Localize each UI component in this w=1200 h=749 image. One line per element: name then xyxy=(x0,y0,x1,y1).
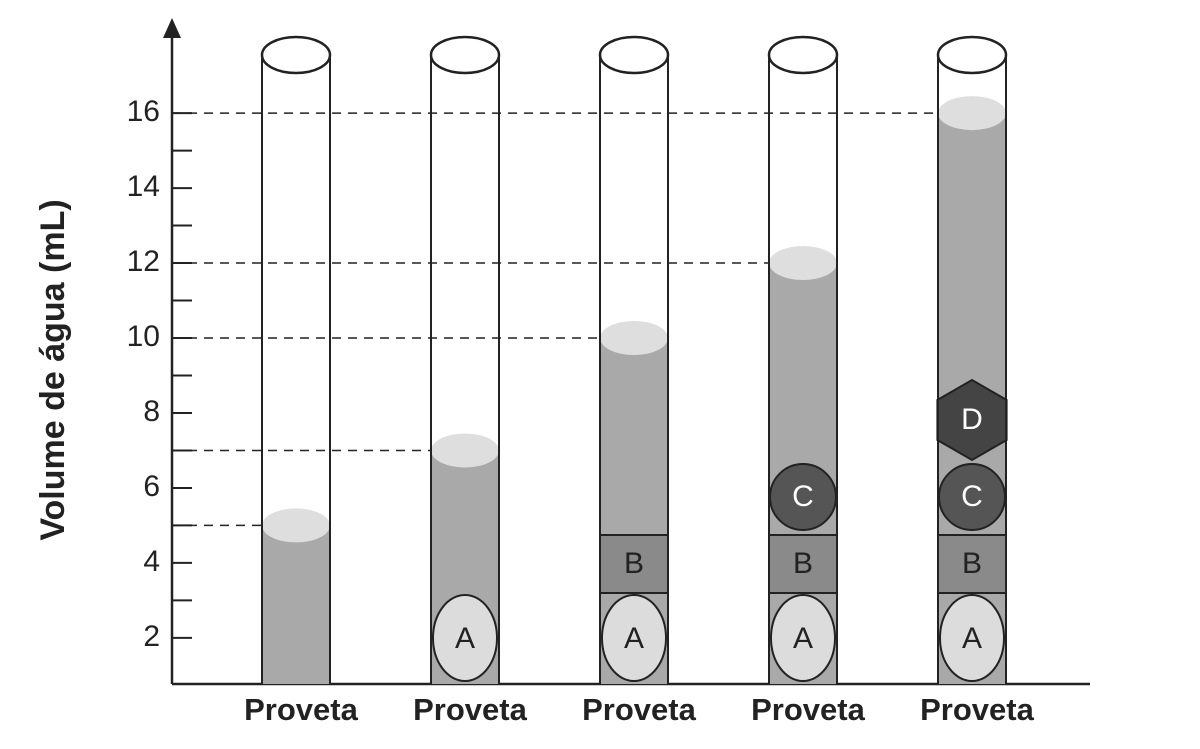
cylinder-mouth xyxy=(429,35,501,75)
y-tick-label: 10 xyxy=(127,320,160,353)
y-tick-label: 14 xyxy=(127,170,160,203)
object-a xyxy=(939,594,1005,682)
object-a xyxy=(432,594,498,682)
y-tick-label: 16 xyxy=(127,95,160,128)
cylinder-mouth xyxy=(936,35,1008,75)
y-tick-label: 2 xyxy=(143,620,160,653)
water-surface xyxy=(938,96,1006,131)
object-label: A xyxy=(962,622,982,655)
cylinder-mouth xyxy=(598,35,670,75)
cylinder-mouth xyxy=(767,35,839,75)
object-b xyxy=(768,534,838,594)
object-label: C xyxy=(792,480,814,513)
water-surface xyxy=(600,321,668,356)
cylinder-label: Proveta xyxy=(582,692,696,727)
y-tick-label: 8 xyxy=(143,395,160,428)
object-label: D xyxy=(961,403,983,436)
y-tick-label: 4 xyxy=(143,545,160,578)
object-a xyxy=(770,594,836,682)
water-surface xyxy=(769,246,837,281)
object-label: A xyxy=(793,622,813,655)
object-label: C xyxy=(961,480,983,513)
y-tick-label: 6 xyxy=(143,470,160,503)
object-label: A xyxy=(455,622,475,655)
cylinder-label: Proveta xyxy=(244,692,358,727)
water xyxy=(262,525,330,684)
cylinder-label: Proveta xyxy=(413,692,527,727)
water-surface xyxy=(262,508,330,543)
cylinder-label: Proveta xyxy=(920,692,1034,727)
y-tick-label: 12 xyxy=(127,245,160,278)
object-label: B xyxy=(793,547,813,580)
cylinder-mouth xyxy=(260,35,332,75)
object-a xyxy=(601,594,667,682)
object-b xyxy=(937,534,1007,594)
object-label: B xyxy=(962,547,982,580)
object-label: B xyxy=(624,547,644,580)
cylinder-label: Proveta xyxy=(751,692,865,727)
object-label: A xyxy=(624,622,644,655)
water-surface xyxy=(431,433,499,468)
axis-label: Volume de água (mL) xyxy=(34,199,72,540)
axis-arrow xyxy=(163,18,181,38)
